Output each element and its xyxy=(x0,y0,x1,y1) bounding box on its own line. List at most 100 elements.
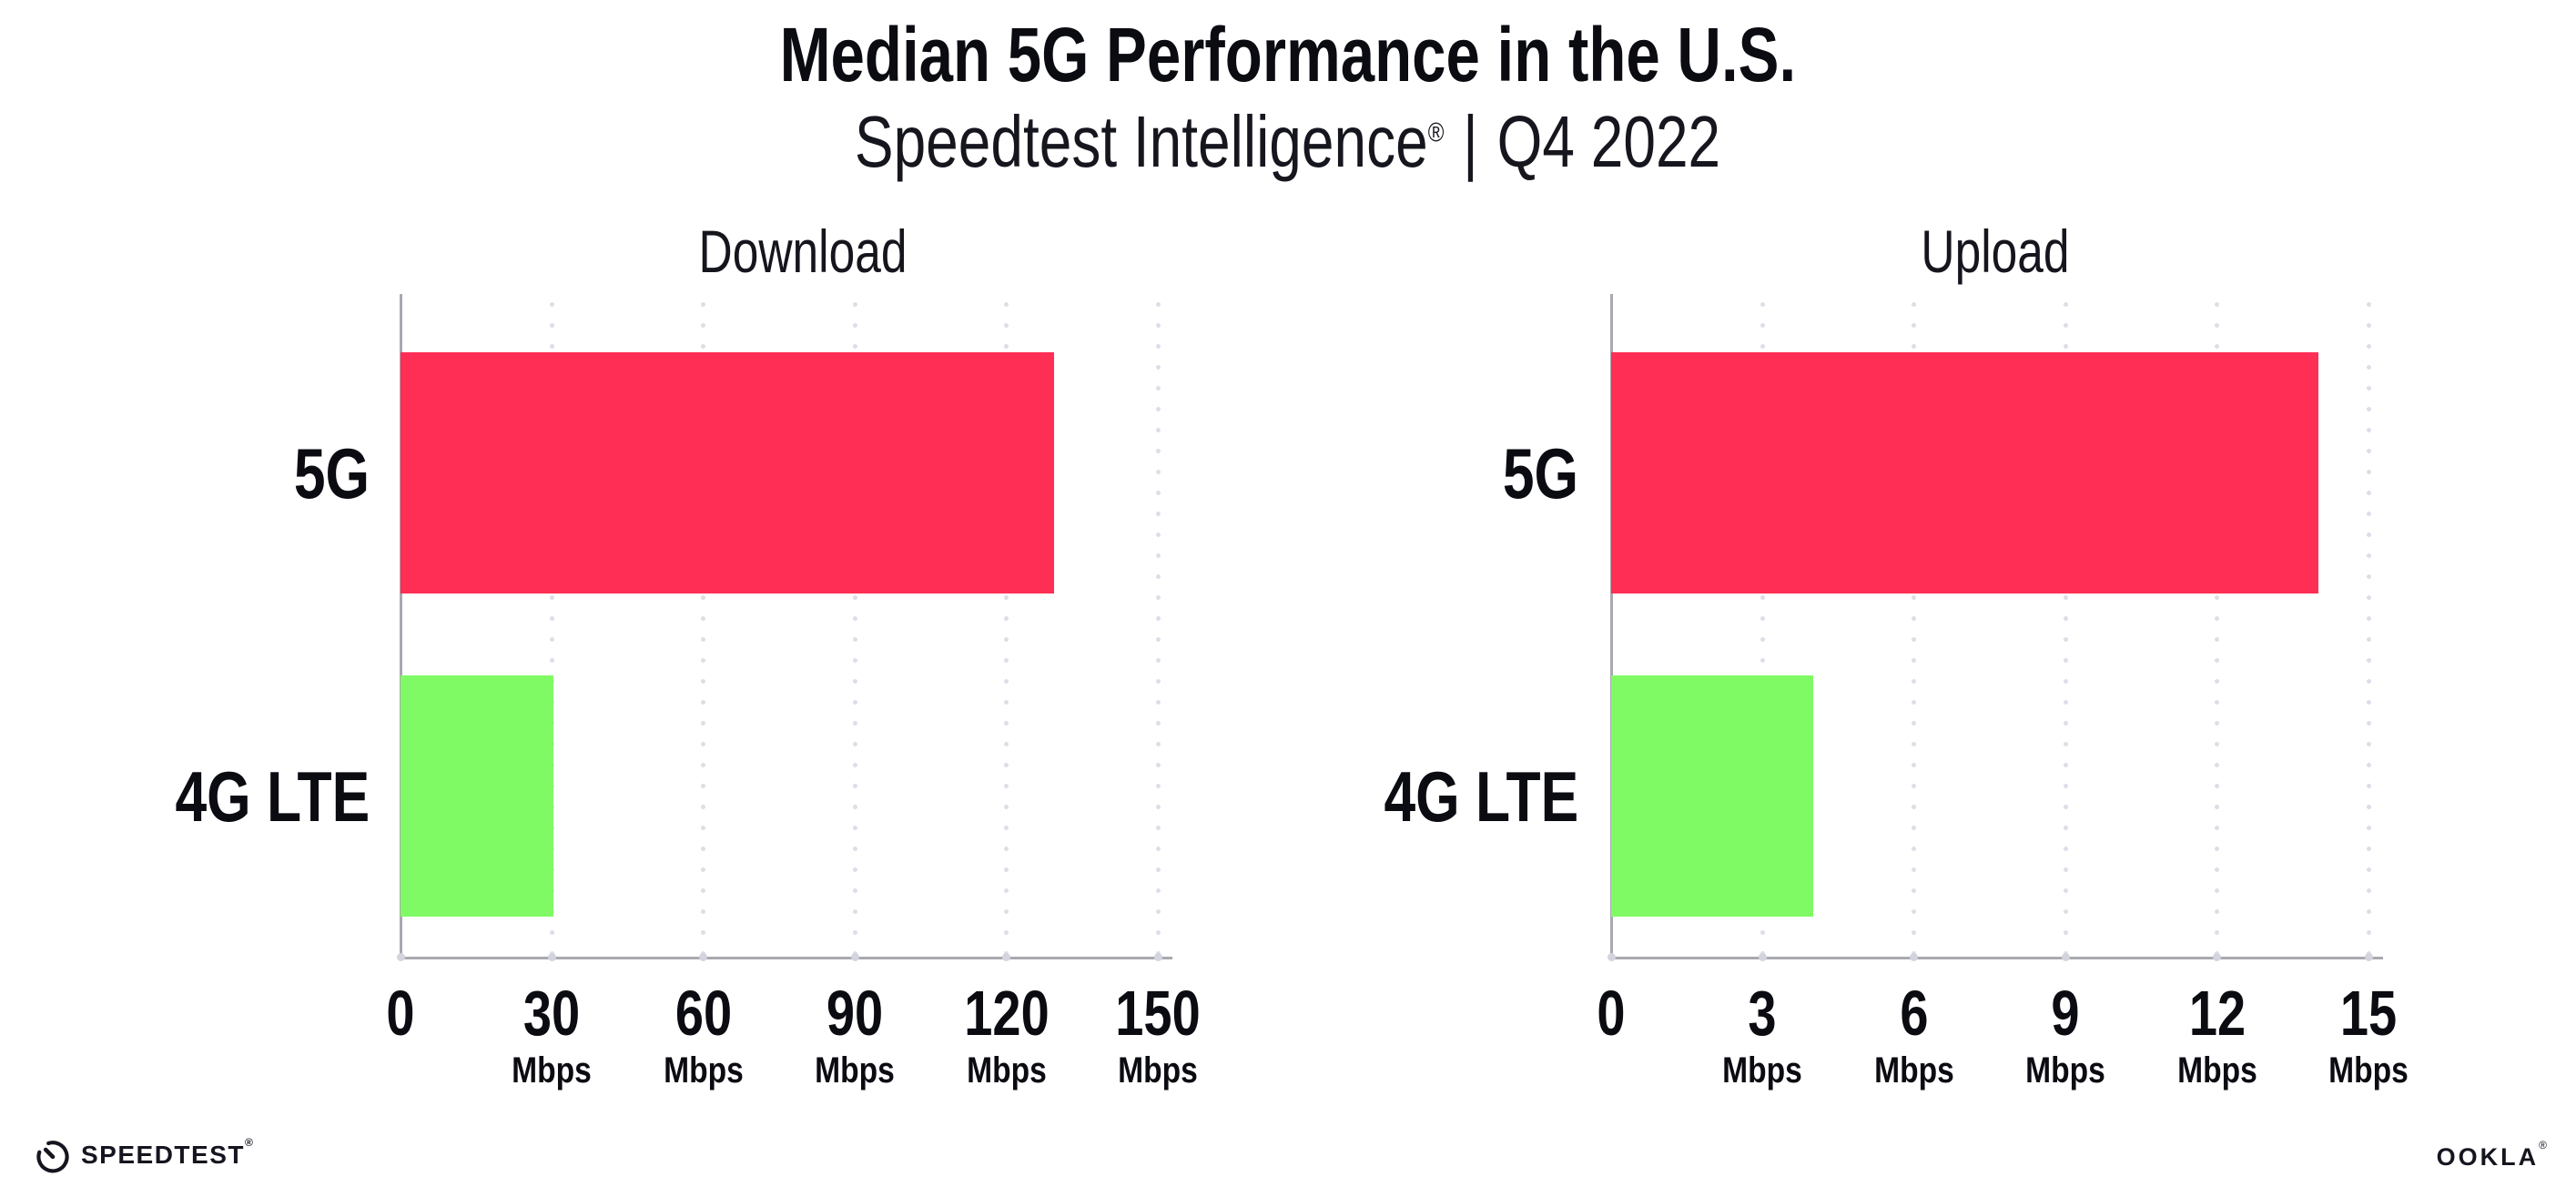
category-label-4g-lte-text: 4G LTE xyxy=(175,756,370,837)
x-tick-unit-150-text: Mbps xyxy=(1118,1050,1198,1090)
x-tick-unit-120: Mbps xyxy=(967,1052,1047,1089)
category-label-4g-lte: 4G LTE xyxy=(1335,760,1578,833)
x-tick-mark-9 xyxy=(2061,953,2070,961)
page-title: Median 5G Performance in the U.S. xyxy=(0,15,2576,95)
gridline-6 xyxy=(1912,294,1917,957)
y-axis xyxy=(399,294,402,959)
category-label-5g-text: 5G xyxy=(293,432,370,513)
gridline-12 xyxy=(2215,294,2220,957)
x-tick-label-15-text: 15 xyxy=(2339,978,2398,1049)
x-tick-label-9-text: 9 xyxy=(2051,978,2080,1049)
x-tick-label-0: 0 xyxy=(1597,981,1625,1045)
x-tick-label-3-text: 3 xyxy=(1748,978,1777,1049)
x-tick-label-6: 6 xyxy=(1900,981,1928,1045)
subtitle-separator: | xyxy=(1463,101,1479,182)
registered-mark: ® xyxy=(1428,117,1445,148)
chart-title-download: Download xyxy=(699,218,908,285)
speedtest-wordmark: SPEEDTEST® xyxy=(81,1137,254,1169)
gridline-15 xyxy=(2366,294,2371,957)
gridline-3 xyxy=(1760,294,1765,957)
x-tick-mark-3 xyxy=(1758,953,1767,961)
x-tick-unit-30-text: Mbps xyxy=(512,1050,593,1090)
x-tick-label-0-text: 0 xyxy=(1597,978,1626,1049)
speedtest-logo: SPEEDTEST® xyxy=(33,1137,254,1173)
category-label-5g: 5G xyxy=(275,437,370,510)
speedtest-wordmark-text: SPEEDTEST xyxy=(81,1141,245,1169)
bar-4g-lte-upload xyxy=(1611,675,1813,917)
subtitle-period: Q4 2022 xyxy=(1497,101,1721,182)
ookla-registered-mark: ® xyxy=(2539,1139,2547,1151)
gridline-30 xyxy=(549,294,554,957)
x-tick-label-3: 3 xyxy=(1749,981,1777,1045)
x-tick-unit-150: Mbps xyxy=(1118,1052,1198,1089)
page-title-text: Median 5G Performance in the U.S. xyxy=(779,12,1797,97)
x-tick-label-0: 0 xyxy=(386,981,414,1045)
x-tick-mark-15 xyxy=(2364,953,2373,961)
category-label-5g: 5G xyxy=(1484,437,1578,510)
x-tick-label-12-text: 12 xyxy=(2188,978,2246,1049)
x-tick-label-9: 9 xyxy=(2052,981,2080,1045)
x-tick-unit-90: Mbps xyxy=(815,1052,895,1089)
x-tick-mark-90 xyxy=(850,953,859,961)
page-subtitle-text: Speedtest Intelligence® | Q4 2022 xyxy=(855,104,1720,180)
gridline-150 xyxy=(1155,294,1161,957)
x-tick-label-60: 60 xyxy=(675,981,732,1045)
x-tick-label-120: 120 xyxy=(964,981,1049,1045)
x-tick-unit-120-text: Mbps xyxy=(966,1050,1047,1090)
x-tick-label-60-text: 60 xyxy=(674,978,732,1049)
gridline-90 xyxy=(852,294,857,957)
gridline-120 xyxy=(1004,294,1009,957)
chart-title-upload-text: Upload xyxy=(1921,218,2070,285)
subtitle-brand: Speedtest Intelligence xyxy=(855,101,1429,182)
gridline-60 xyxy=(701,294,706,957)
x-tick-mark-60 xyxy=(699,953,708,961)
x-tick-label-90: 90 xyxy=(827,981,883,1045)
x-tick-mark-150 xyxy=(1153,953,1162,961)
category-label-5g-text: 5G xyxy=(1502,432,1578,513)
x-tick-label-120-text: 120 xyxy=(963,978,1050,1049)
x-tick-label-90-text: 90 xyxy=(827,978,884,1049)
x-tick-unit-90-text: Mbps xyxy=(815,1050,896,1090)
bar-5g-upload xyxy=(1611,352,2318,593)
speedtest-gauge-icon xyxy=(36,1141,69,1173)
x-tick-label-150-text: 150 xyxy=(1115,978,1201,1049)
x-tick-label-150: 150 xyxy=(1115,981,1200,1045)
bar-5g-download xyxy=(401,352,1055,593)
x-tick-label-12: 12 xyxy=(2188,981,2245,1045)
x-tick-unit-15-text: Mbps xyxy=(2328,1050,2409,1090)
bar-4g-lte-download xyxy=(401,675,553,917)
category-label-4g-lte-text: 4G LTE xyxy=(1384,756,1578,837)
x-tick-label-30: 30 xyxy=(523,981,580,1045)
x-tick-unit-6: Mbps xyxy=(1874,1052,1954,1089)
x-tick-mark-12 xyxy=(2213,953,2222,961)
x-tick-unit-30: Mbps xyxy=(512,1052,593,1089)
x-axis xyxy=(1608,957,2383,959)
x-tick-unit-6-text: Mbps xyxy=(1873,1050,1954,1090)
x-tick-mark-0 xyxy=(1607,953,1616,961)
x-tick-mark-6 xyxy=(1910,953,1919,961)
x-tick-unit-12-text: Mbps xyxy=(2176,1050,2257,1090)
x-tick-mark-30 xyxy=(547,953,556,961)
category-label-4g-lte: 4G LTE xyxy=(127,760,370,833)
x-tick-label-6-text: 6 xyxy=(1900,978,1929,1049)
x-tick-unit-15: Mbps xyxy=(2328,1052,2409,1089)
x-tick-unit-3-text: Mbps xyxy=(1722,1050,1803,1090)
x-tick-unit-12: Mbps xyxy=(2177,1052,2257,1089)
x-tick-label-0-text: 0 xyxy=(386,978,415,1049)
ookla-wordmark: OOKLA xyxy=(2436,1143,2540,1171)
chart-title-upload: Upload xyxy=(1921,218,2069,285)
ookla-logo: OOKLA® xyxy=(2436,1140,2547,1171)
x-tick-mark-0 xyxy=(396,953,405,961)
x-tick-label-15: 15 xyxy=(2340,981,2397,1045)
y-axis xyxy=(1609,294,1613,959)
x-tick-label-30-text: 30 xyxy=(523,978,581,1049)
x-tick-unit-60: Mbps xyxy=(664,1052,744,1089)
gridline-9 xyxy=(2063,294,2068,957)
x-tick-unit-9-text: Mbps xyxy=(2025,1050,2106,1090)
x-tick-unit-60-text: Mbps xyxy=(663,1050,744,1090)
x-tick-unit-9: Mbps xyxy=(2025,1052,2105,1089)
x-tick-mark-120 xyxy=(1002,953,1011,961)
chart-title-download-text: Download xyxy=(698,218,908,285)
speedtest-registered-mark: ® xyxy=(244,1136,255,1149)
